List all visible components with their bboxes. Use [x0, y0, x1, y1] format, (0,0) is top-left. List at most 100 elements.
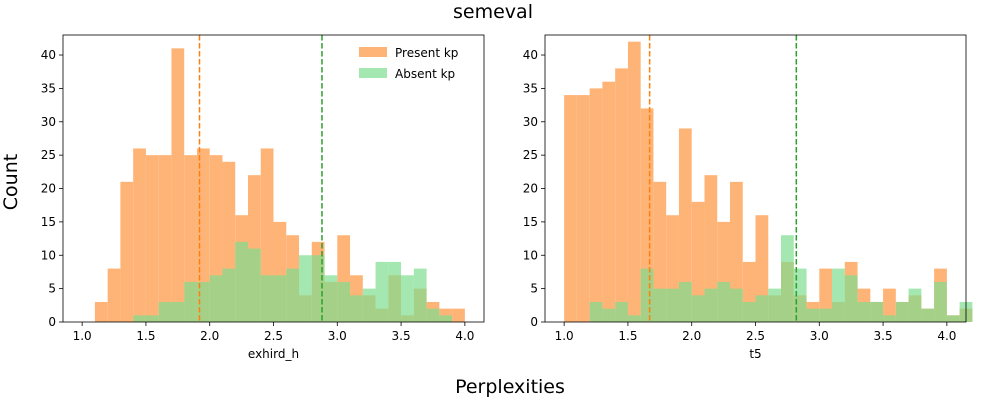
absent-bar [247, 248, 261, 322]
y-tick-label: 5 [530, 282, 538, 296]
absent-bar [883, 315, 896, 322]
present-bar [171, 48, 185, 322]
y-tick-label: 0 [530, 315, 538, 329]
x-tick-label: 3.0 [810, 329, 829, 343]
present-bar [145, 155, 159, 322]
absent-bar [209, 275, 223, 322]
present-bar [94, 301, 108, 322]
absent-bar [755, 295, 769, 322]
absent-bar [768, 288, 782, 322]
present-bar [184, 155, 197, 322]
absent-bar [832, 268, 845, 322]
absent-bar [691, 295, 705, 322]
x-axis-label: t5 [749, 347, 761, 361]
figure-ylabel: Count [0, 154, 22, 210]
x-tick-label: 2.0 [682, 329, 701, 343]
legend-swatch-present [359, 47, 387, 57]
absent-bar [704, 288, 718, 322]
y-tick-label: 40 [523, 48, 538, 62]
absent-bar [742, 301, 756, 322]
absent-bar [589, 301, 603, 322]
x-tick-label: 2.5 [746, 329, 765, 343]
absent-bar [729, 288, 743, 322]
y-tick-label: 0 [48, 315, 56, 329]
present-bar [107, 268, 121, 322]
present-bar [576, 95, 590, 323]
x-tick-label: 4.0 [937, 329, 956, 343]
x-tick-label: 3.5 [874, 329, 893, 343]
x-tick-label: 2.5 [264, 329, 283, 343]
y-tick-label: 30 [523, 115, 538, 129]
absent-bar [908, 288, 922, 322]
present-bar [883, 288, 896, 322]
legend-label-present: Present kp [395, 46, 458, 60]
absent-bar [946, 315, 960, 322]
absent-bar [286, 268, 300, 322]
absent-bar [781, 235, 794, 322]
y-tick-label: 35 [41, 81, 56, 95]
absent-bar [362, 288, 376, 322]
absent-bar [222, 268, 236, 322]
absent-bar [666, 288, 679, 322]
present-bar [158, 155, 172, 322]
absent-bar [388, 261, 402, 322]
absent-bar [921, 308, 935, 322]
chart-panel-t5: 1.0 1.5 2.0 2.5 3.0 3.5 4.0 0 5 10 15 20 25 30 35 40 t5 [523, 34, 973, 361]
figure-title: semeval [453, 1, 533, 23]
absent-bar [171, 301, 185, 322]
x-tick-label: 3.5 [392, 329, 411, 343]
absent-bar [870, 301, 884, 322]
x-tick-label: 1.5 [618, 329, 637, 343]
present-bar [602, 81, 616, 322]
absent-bar [934, 281, 947, 322]
absent-bar [426, 308, 440, 322]
absent-bar [615, 301, 628, 322]
absent-bar [401, 275, 414, 322]
absent-bar [350, 295, 363, 322]
absent-bar [640, 268, 654, 322]
chart-panel-exhird-h: 1.0 1.5 2.0 2.5 3.0 3.5 4.0 0 5 10 15 20 25 30 35 40 exh… [41, 34, 485, 361]
absent-bar [439, 315, 453, 322]
x-tick-label: 2.0 [200, 329, 219, 343]
y-tick-label: 5 [48, 282, 56, 296]
present-bar [589, 88, 603, 322]
present-bar [653, 181, 667, 322]
absent-bar [260, 275, 274, 322]
legend-swatch-absent [359, 68, 387, 78]
x-axis-label: exhird_h [248, 347, 299, 361]
figure-xlabel: Perplexities [455, 376, 565, 398]
y-tick-label: 30 [41, 115, 56, 129]
x-tick-label: 1.0 [555, 329, 574, 343]
x-tick-label: 1.5 [136, 329, 155, 343]
y-tick-label: 25 [523, 148, 538, 162]
present-bar [729, 181, 743, 322]
x-tick-label: 3.0 [328, 329, 347, 343]
x-tick-label: 1.0 [73, 329, 92, 343]
present-bar [704, 175, 718, 322]
legend: Present kp Absent kp [359, 46, 458, 81]
absent-bar [158, 301, 172, 322]
present-bar [120, 181, 134, 322]
present-bar [678, 128, 692, 322]
legend-label-absent: Absent kp [395, 67, 455, 81]
absent-bar [806, 308, 820, 322]
present-bar [452, 308, 465, 322]
absent-bar [413, 268, 427, 322]
absent-bar [844, 275, 858, 322]
absent-bar [299, 255, 312, 322]
absent-bar [273, 275, 287, 322]
absent-bar [235, 241, 248, 322]
present-bar [564, 95, 577, 323]
absent-bar [133, 315, 146, 322]
absent-bar [145, 315, 159, 322]
absent-bar [678, 281, 692, 322]
y-tick-label: 15 [523, 215, 538, 229]
x-tick-label: 4.0 [455, 329, 474, 343]
present-bar [627, 41, 641, 323]
y-tick-label: 10 [523, 248, 538, 262]
absent-bar [857, 301, 871, 322]
present-bar [615, 68, 628, 322]
present-bar [133, 148, 146, 322]
absent-bar [717, 281, 730, 322]
